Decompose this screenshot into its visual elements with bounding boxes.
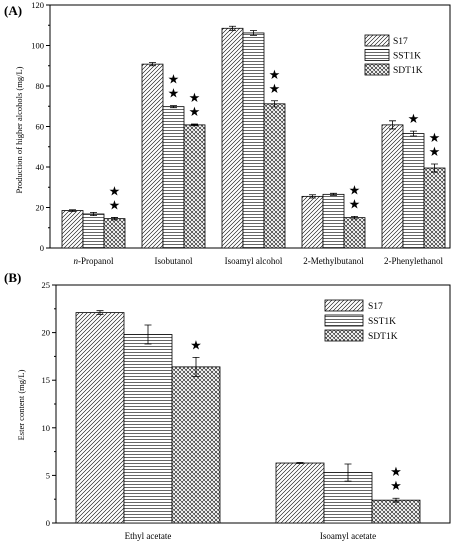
panel-a-error-bar [111,217,118,221]
panel-b-bar-s17-0 [75,312,125,524]
panel-b-bar-s17-1 [275,462,325,524]
panel-a-error-bar [309,194,316,199]
panel-a-bar-s17-3 [301,195,324,249]
panel-a-significance-star: ★ [189,90,201,105]
panel-b-legend-label-sst1k: SST1K [368,317,396,327]
panel-b-y-tick-label: 20 [42,328,51,338]
panel-a-error-bar [69,209,76,212]
panel-a-category-label: 2-Methylbutanol [303,256,364,266]
panel-a-category-label: n-Propanol [74,256,114,266]
panel-b-error-bar [392,497,400,503]
panel-a-error-bar [389,120,396,130]
panel-a-legend: S17 SST1K SDT1K [364,34,423,76]
panel-a-bar-s17-4 [381,124,404,249]
panel-a-error-bar [149,62,156,67]
panel-a-bar-sst1k-1 [162,106,185,249]
panel-a-bar-sdt1k-2 [263,103,286,249]
panel-a-error-bar [170,105,177,109]
panel-b-chart: (B) Ester content (mg/L) 0 5 10 15 20 25 ★ Ethy… [4,270,451,541]
panel-a-significance-star: ★ [429,144,441,159]
panel-b-category-label: Ethyl acetate [125,531,172,541]
panel-a-bar-sdt1k-0 [103,218,126,249]
panel-a-bar-sst1k-2 [242,32,265,249]
panel-a-y-tick-label: 20 [36,203,45,213]
panel-b-y-tick-label: 10 [42,423,51,433]
panel-b-error-bar [144,324,152,345]
panel-a-error-bar [351,216,358,220]
panel-a-significance-star: ★ [189,104,201,119]
panel-a-legend-label-sdt1k: SDT1K [393,66,423,76]
panel-a-legend-label-s17: S17 [393,37,408,47]
panel-b-bar-sst1k-0 [123,334,173,524]
panel-a-y-tick-label: 120 [31,0,44,10]
panel-a-significance-star: ★ [168,72,180,87]
panel-a-chart: (A) Production of higher alcohols (mg/L)… [4,0,451,266]
panel-a-error-bar [191,123,198,127]
panel-b-bar-sdt1k-1 [371,499,421,524]
panel-a-significance-star: ★ [269,67,281,82]
panel-b-significance-star: ★ [190,337,202,352]
panel-a-y-tick-label: 80 [36,81,45,91]
panel-b-label: (B) [4,270,21,285]
panel-a-significance-star: ★ [269,81,281,96]
panel-a-bar-sst1k-4 [402,133,425,249]
panel-a-significance-star: ★ [349,196,361,211]
panel-b-significance-star: ★ [390,464,402,479]
panel-b-legend-swatch-sdt1k [324,329,364,342]
panel-b-y-tick-label: 0 [46,518,50,528]
panel-b-bar-sdt1k-0 [171,366,221,524]
panel-b-y-tick-label: 25 [42,280,51,290]
panel-a-y-tick-label: 0 [40,243,44,253]
panel-b-y-tick-label: 15 [42,375,51,385]
panel-a-bar-sdt1k-1 [183,124,206,249]
panel-a-category-label: 2-Phenylethanol [384,256,443,266]
panel-b-legend-swatch-s17 [324,299,364,312]
panel-a-error-bar [431,163,438,173]
panel-a-legend-swatch-sdt1k [364,63,390,76]
panel-b-y-axis-title: Ester content (mg/L) [16,369,26,440]
panel-a-bar-s17-0 [61,210,84,249]
panel-a-significance-star: ★ [429,130,441,145]
panel-b-legend-swatch-sst1k [324,314,364,327]
panel-a-legend-swatch-sst1k [364,49,390,61]
panel-a-bar-sdt1k-3 [343,217,366,249]
panel-a-label: (A) [4,3,22,18]
panel-a-bar-sdt1k-4 [423,167,446,249]
panel-a-bar-s17-2 [221,27,244,249]
panel-b-legend: S17 SST1K SDT1K [324,299,398,342]
panel-b-error-bar [96,310,104,315]
panel-a-bar-sst1k-0 [82,213,105,249]
panel-b-significance-star: ★ [390,478,402,493]
panel-a-category-label: Isobutanol [155,256,193,266]
panel-a-legend-label-sst1k: SST1K [393,52,421,62]
panel-b-y-tick-label: 5 [46,470,50,480]
panel-a-legend-swatch-s17 [364,34,390,47]
panel-b-error-bar [344,463,352,482]
panel-a-significance-star: ★ [408,111,420,126]
panel-a-significance-star: ★ [349,182,361,197]
panel-a-y-tick-label: 60 [36,122,45,132]
panel-a-significance-star: ★ [109,183,121,198]
panel-a-y-tick-label: 100 [31,41,44,51]
panel-a-significance-star: ★ [109,197,121,212]
panel-a-error-bar [90,211,97,216]
panel-b-error-bar [296,462,304,464]
panel-a-error-bar [250,30,257,36]
panel-b-legend-label-sdt1k: SDT1K [368,332,398,342]
panel-a-error-bar [410,130,417,137]
panel-a-error-bar [271,100,278,108]
panel-a-bar-sst1k-3 [322,193,345,249]
panel-b-legend-label-s17: S17 [368,302,383,312]
panel-a-significance-star: ★ [168,86,180,101]
panel-a-category-label: Isoamyl alcohol [225,256,283,266]
panel-a-y-tick-label: 40 [36,162,45,172]
panel-a-error-bar [229,25,236,31]
panel-a-bar-s17-1 [141,63,164,249]
panel-b-error-bar [192,356,200,377]
panel-a-error-bar [330,192,337,196]
panel-a-y-axis-title: Production of higher alcohols (mg/L) [14,66,24,193]
panel-b-category-label: Isoamyl acetate [320,531,376,541]
